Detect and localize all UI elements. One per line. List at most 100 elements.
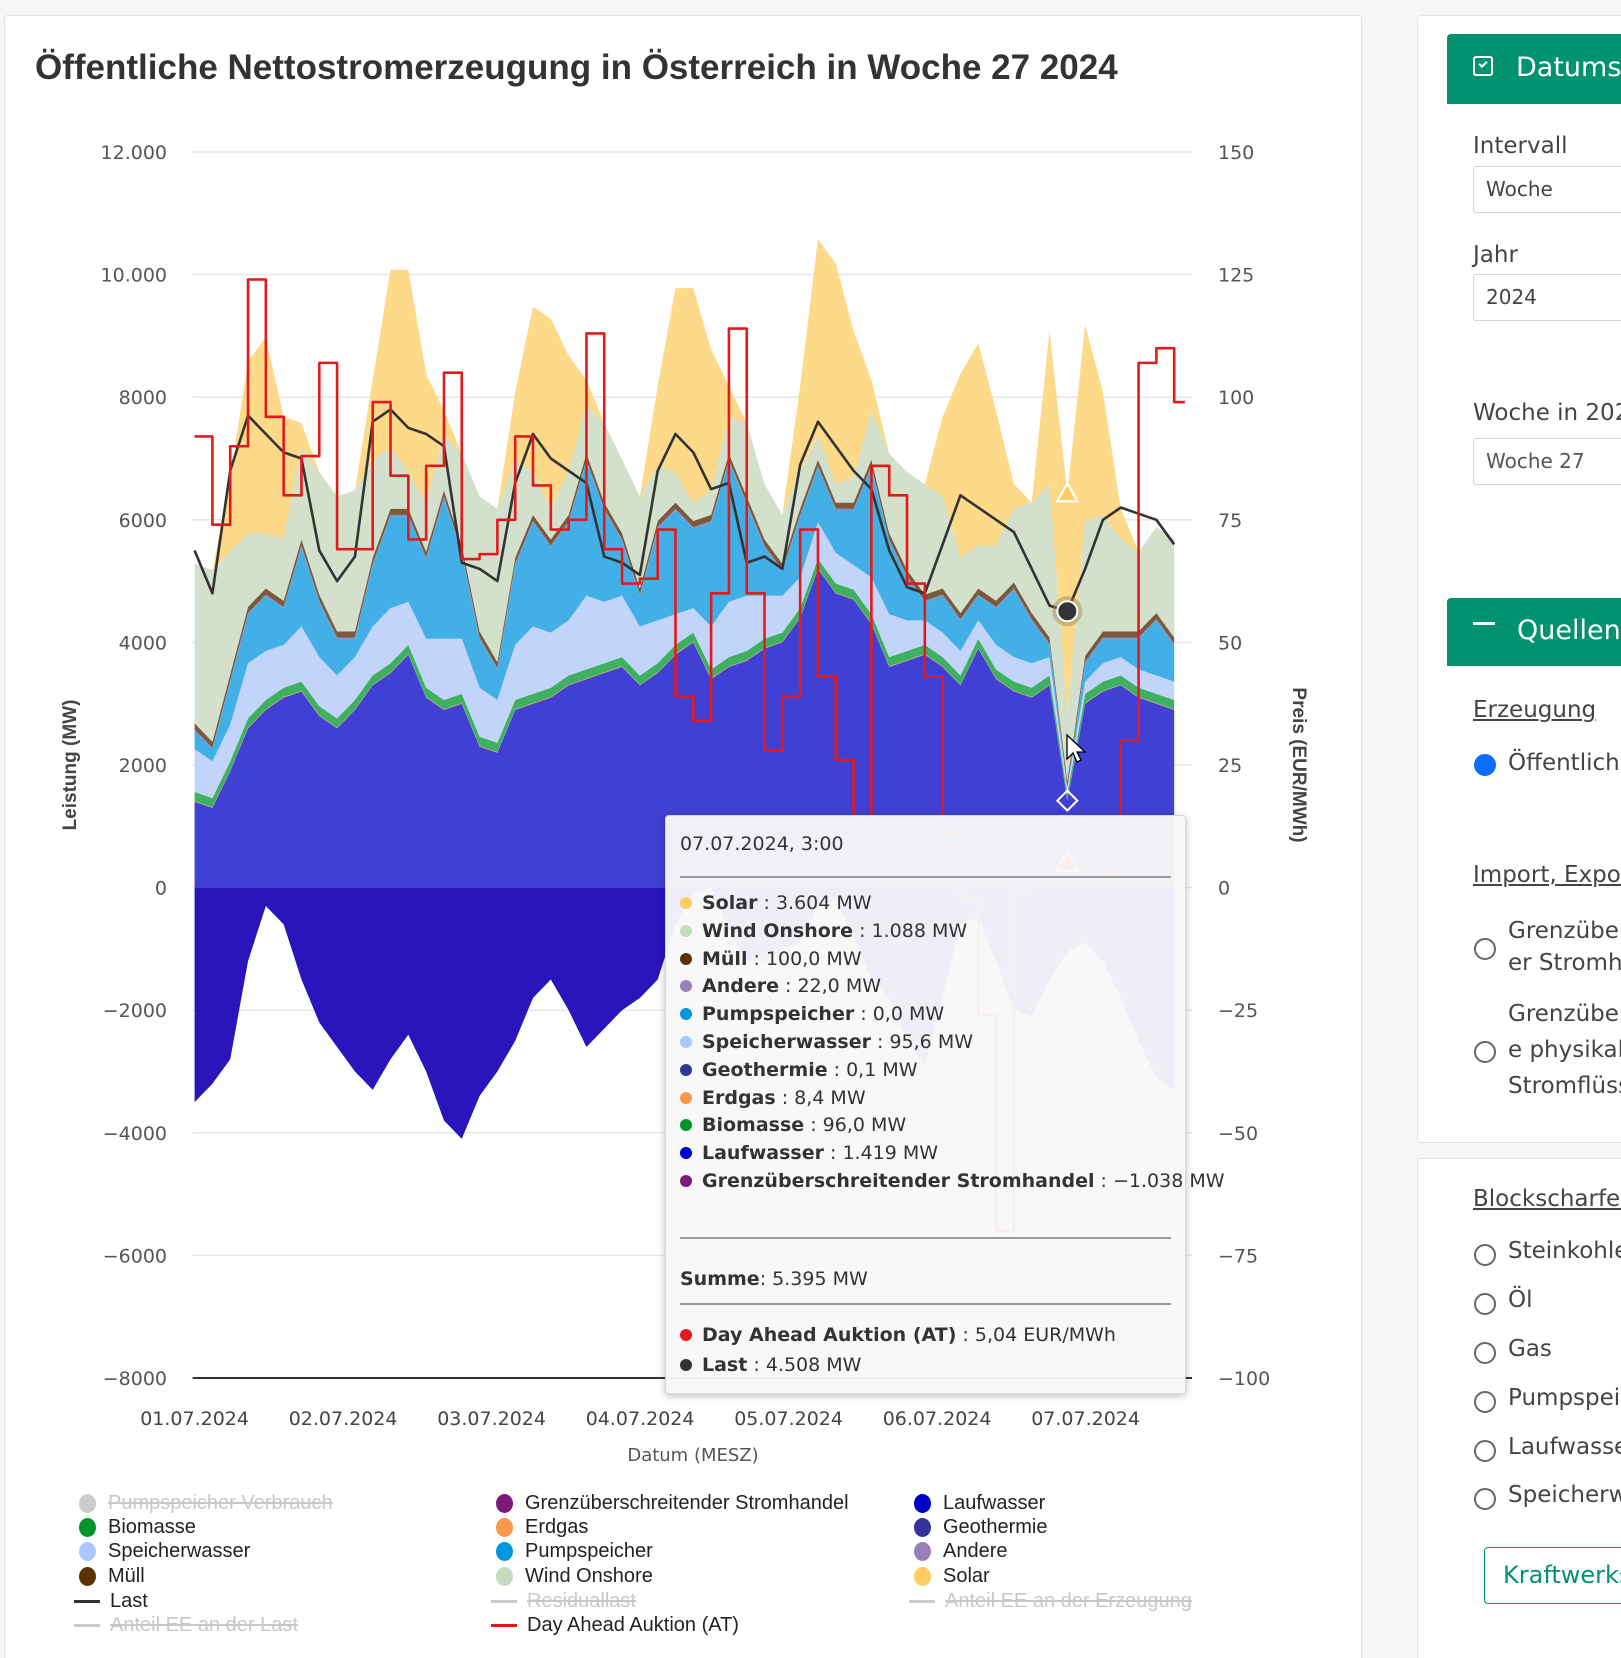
tick-labels: 12.000 150 10.000 125 8000 100 6000 75 4000 50 200…: [101, 142, 1271, 1430]
import-option-2-line2: e physikali: [1508, 1037, 1621, 1063]
divider: [680, 1237, 1171, 1239]
legend-label: Solar: [943, 1564, 990, 1587]
legend-item[interactable]: Geothermie: [914, 1515, 1048, 1539]
legend-item[interactable]: Laufwasser: [914, 1491, 1045, 1515]
import-option-2-line3: Stromflüss: [1508, 1073, 1621, 1099]
block-option-radio[interactable]: [1474, 1488, 1496, 1510]
series-dot-icon: [680, 1175, 692, 1187]
import-option-1-radio[interactable]: [1474, 938, 1496, 960]
legend-label: Pumpspeicher Verbrauch: [108, 1491, 333, 1514]
tooltip-row: Solar : 3.604 MW: [680, 892, 872, 914]
legend-line-icon: [74, 1623, 100, 1627]
power-plants-button[interactable]: Kraftwerkss: [1484, 1547, 1621, 1604]
block-option-label: Gas: [1508, 1336, 1552, 1362]
generation-link[interactable]: Erzeugung: [1473, 697, 1597, 723]
tooltip-value: 3.604 MW: [775, 892, 872, 914]
tooltip-label: Biomasse: [702, 1114, 805, 1137]
area-speicherwasser: [194, 522, 1175, 799]
series-dot-icon: [680, 897, 692, 909]
generation-radio[interactable]: [1474, 754, 1496, 776]
sum-value: 5.395 MW: [772, 1268, 868, 1290]
last-marker: [1056, 600, 1079, 623]
legend-item[interactable]: Biomasse: [79, 1515, 196, 1539]
legend-item[interactable]: Erdgas: [496, 1515, 588, 1539]
block-option-radio[interactable]: [1474, 1342, 1496, 1364]
tooltip-label: Erdgas: [702, 1086, 776, 1109]
tooltip-label: Day Ahead Auktion (AT): [702, 1324, 957, 1346]
legend-label: Residuallast: [527, 1589, 636, 1612]
week-select[interactable]: Woche 27: [1473, 438, 1621, 485]
y2-tick-label: −75: [1218, 1245, 1258, 1267]
legend-item[interactable]: Last: [74, 1589, 148, 1613]
area-pumpspeicher: [194, 460, 1175, 789]
legend-item[interactable]: Anteil EE an der Last: [74, 1613, 298, 1637]
y-tick-label: 2000: [119, 755, 167, 777]
legend-label: Müll: [108, 1564, 145, 1587]
block-option-radio[interactable]: [1474, 1391, 1496, 1413]
block-link[interactable]: Blockscharfe E: [1473, 1186, 1621, 1212]
date-selection-header[interactable]: Datumsa: [1447, 34, 1621, 104]
block-option-label: Steinkohle: [1508, 1238, 1621, 1264]
import-option-2-radio[interactable]: [1474, 1041, 1496, 1063]
legend-item[interactable]: Solar: [914, 1564, 990, 1588]
legend-line-icon: [491, 1599, 517, 1603]
legend-item[interactable]: Grenzüberschreitender Stromhandel: [496, 1491, 849, 1515]
block-option-label: Speicherwa: [1508, 1482, 1621, 1508]
legend-item[interactable]: Andere: [914, 1539, 1008, 1563]
legend-item[interactable]: Day Ahead Auktion (AT): [491, 1613, 739, 1637]
y-tick-label: 4000: [119, 632, 167, 654]
y-tick-label: −6000: [103, 1245, 167, 1267]
block-option-radio[interactable]: [1474, 1440, 1496, 1462]
legend-item[interactable]: Müll: [79, 1564, 145, 1588]
tooltip-label: Speicherwasser: [702, 1031, 871, 1053]
y-tick-label: 6000: [119, 510, 167, 532]
legend-label: Day Ahead Auktion (AT): [527, 1613, 739, 1636]
legend-item[interactable]: Pumpspeicher: [496, 1539, 653, 1563]
tooltip-row: Wind Onshore : 1.088 MW: [680, 920, 967, 942]
x-tick-label: 07.07.2024: [1031, 1408, 1140, 1430]
legend-item[interactable]: Wind Onshore: [496, 1564, 653, 1588]
tooltip-value: 1.088 MW: [871, 919, 968, 942]
solar-marker: [1055, 481, 1080, 503]
interval-select[interactable]: Woche: [1473, 166, 1621, 213]
x-tick-label: 01.07.2024: [140, 1408, 249, 1430]
sources-button[interactable]: Quellen: [1447, 598, 1621, 666]
tooltip-value: 1.419 MW: [842, 1142, 939, 1165]
legend-label: Speicherwasser: [108, 1539, 251, 1562]
y2-tick-label: 0: [1218, 878, 1230, 900]
generation-option: Öffentlich: [1508, 750, 1620, 776]
tooltip-row: Grenzüberschreitender Stromhandel : −1.0…: [680, 1170, 1225, 1192]
block-option-radio[interactable]: [1474, 1293, 1496, 1315]
tooltip-row: Speicherwasser : 95,6 MW: [680, 1031, 973, 1053]
y-tick-label: −8000: [103, 1368, 167, 1390]
import-export-link[interactable]: Import, Expor: [1473, 862, 1621, 888]
legend-dot-icon: [496, 1541, 513, 1561]
series-dot-icon: [680, 1359, 692, 1371]
tooltip-label: Pumpspeicher: [702, 1003, 855, 1026]
legend-item[interactable]: Speicherwasser: [79, 1539, 250, 1563]
legend-dot-icon: [496, 1493, 513, 1513]
divider: [680, 1303, 1171, 1305]
block-option-label: Laufwasser: [1508, 1434, 1621, 1460]
y2-tick-label: 100: [1218, 387, 1254, 409]
tooltip-label: Solar: [702, 892, 758, 914]
tooltip-row: Andere : 22,0 MW: [680, 975, 881, 997]
tooltip-row: Müll : 100,0 MW: [680, 948, 862, 970]
y2-tick-label: 50: [1218, 632, 1242, 654]
legend-dot-icon: [914, 1566, 931, 1586]
import-option-2-line1: Grenzüber: [1508, 1001, 1621, 1027]
legend-label: Last: [110, 1589, 148, 1612]
y-axis-title: Leistung (MW): [60, 700, 81, 831]
area-solar: [194, 239, 1175, 715]
area-laufwasser: [194, 568, 1175, 888]
series-dot-icon: [680, 952, 692, 965]
legend-item[interactable]: Residuallast: [491, 1589, 636, 1613]
legend-item[interactable]: Anteil EE an der Erzeugung: [909, 1589, 1192, 1613]
legend-item[interactable]: Pumpspeicher Verbrauch: [79, 1491, 333, 1515]
laufwasser-marker: [1055, 789, 1079, 813]
year-select[interactable]: 2024: [1473, 274, 1621, 321]
series-dot-icon: [680, 1119, 692, 1132]
legend-dot-icon: [79, 1517, 96, 1537]
week-label: Woche in 202: [1473, 400, 1621, 426]
block-option-radio[interactable]: [1474, 1244, 1496, 1266]
